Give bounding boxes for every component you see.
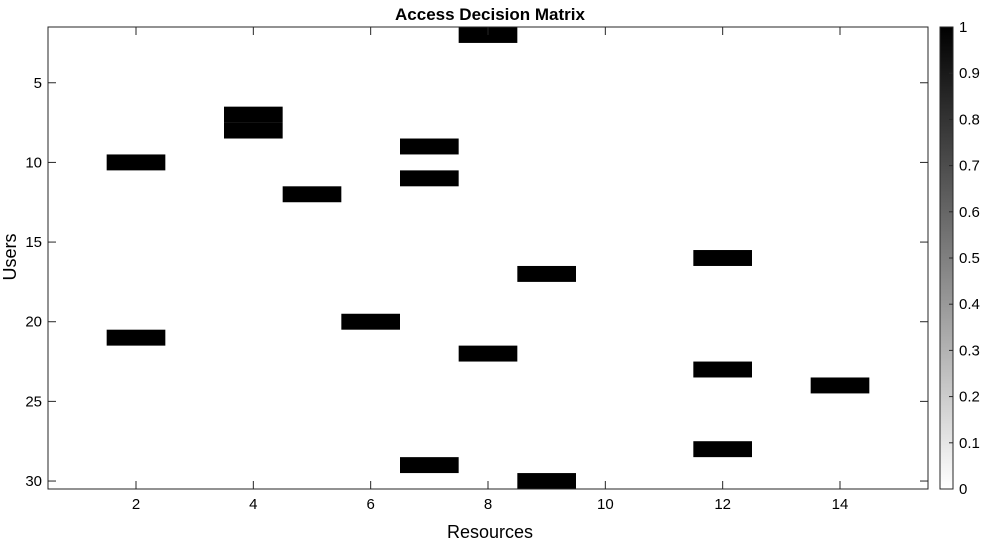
x-axis-label: Resources [447, 522, 533, 542]
colorbar-tick-label: 0.1 [959, 435, 980, 452]
heatmap-cell [224, 106, 283, 123]
y-axis-label: Users [0, 233, 20, 280]
colorbar-tick-label: 0.7 [959, 158, 980, 175]
heatmap-cell [224, 122, 283, 139]
heatmap-cell [341, 313, 400, 330]
y-tick-label: 10 [25, 154, 42, 171]
heatmap-cell [282, 186, 342, 203]
y-tick-label: 30 [25, 473, 42, 490]
heatmap-cell [693, 250, 752, 266]
heatmap-cell [400, 457, 459, 474]
heatmap-cell [458, 345, 518, 362]
heatmap-cell [693, 441, 752, 458]
heatmap-cell [106, 154, 166, 171]
colorbar-tick-label: 0.5 [959, 250, 980, 267]
heatmap-cell [106, 329, 166, 346]
x-tick-label: 6 [366, 496, 374, 513]
colorbar-tick-label: 1 [959, 19, 967, 36]
plot-background [48, 27, 928, 489]
heatmap-cell [400, 170, 459, 187]
colorbar-tick-label: 0.2 [959, 389, 980, 406]
colorbar-tick-label: 0.8 [959, 111, 980, 128]
y-tick-label: 5 [34, 75, 42, 92]
colorbar-tick-label: 0.3 [959, 342, 980, 359]
heatmap-cell [693, 361, 752, 378]
y-tick-label: 15 [25, 234, 42, 251]
x-tick-label: 12 [714, 496, 731, 513]
heatmap-cells [106, 27, 870, 489]
heatmap-cell [400, 138, 459, 155]
x-tick-label: 14 [832, 496, 849, 513]
colorbar-tick-label: 0.4 [959, 296, 980, 313]
colorbar-gradient [940, 27, 953, 489]
y-tick-label: 20 [25, 314, 42, 331]
x-tick-label: 2 [132, 496, 140, 513]
x-tick-label: 10 [597, 496, 614, 513]
x-tick-label: 8 [484, 496, 492, 513]
heatmap-cell [517, 473, 576, 489]
x-tick-label: 4 [249, 496, 257, 513]
plot-area: 2 4 6 8 10 12 14 5 10 15 20 25 30 [25, 26, 929, 513]
y-tick-label: 25 [25, 393, 42, 410]
colorbar-tick-label: 0.6 [959, 204, 980, 221]
colorbar: 0 0.1 0.2 0.3 0.4 0.5 0.6 0.7 0.8 0.9 1 [939, 19, 980, 498]
colorbar-tick-label: 0.9 [959, 65, 980, 82]
chart-title: Access Decision Matrix [395, 5, 585, 24]
heatmap-cell [810, 377, 870, 394]
heatmap-cell [517, 265, 576, 282]
colorbar-tick-label: 0 [959, 481, 967, 498]
